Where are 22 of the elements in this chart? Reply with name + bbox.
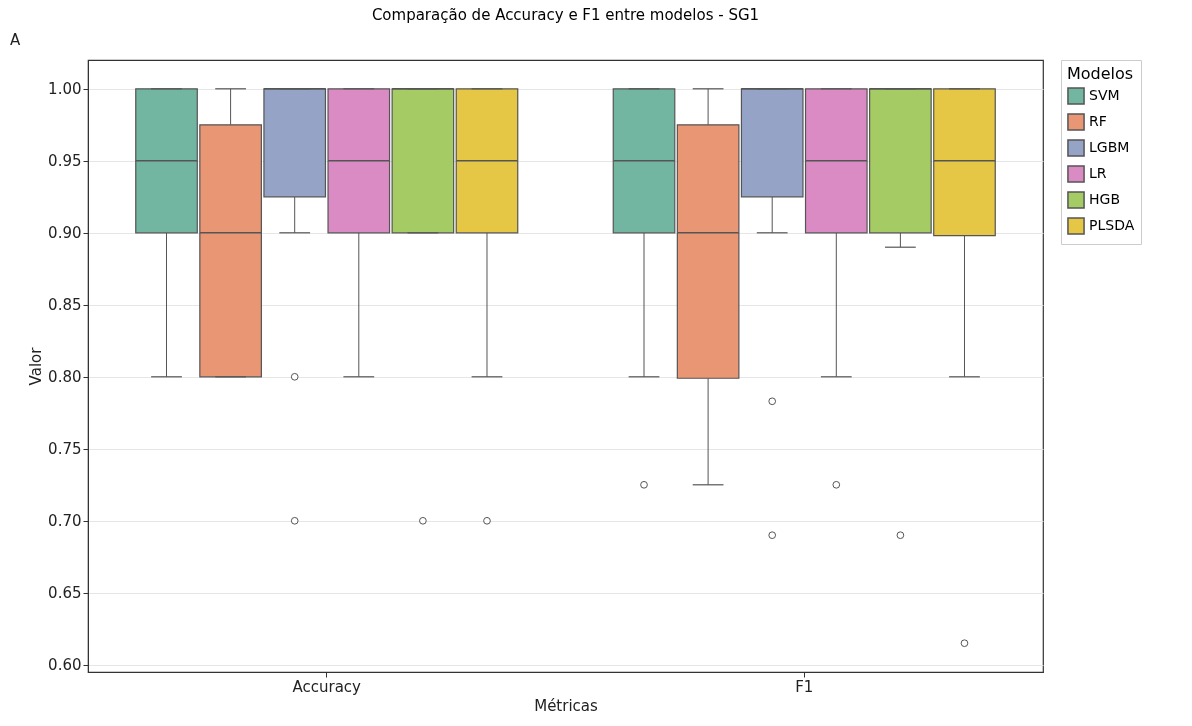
y-tick-label: 0.65 — [48, 584, 82, 603]
y-tick-label: 0.95 — [48, 152, 82, 171]
legend-label: RF — [1089, 113, 1107, 129]
x-tick-label: Accuracy — [292, 677, 362, 696]
y-tick-label: 0.75 — [48, 440, 82, 459]
legend-label: SVM — [1089, 87, 1120, 103]
chart-title: Comparação de Accuracy e F1 entre modelos - SG1 — [371, 6, 760, 24]
legend-title: Modelos — [1067, 64, 1134, 83]
y-tick-label: 0.60 — [48, 656, 82, 675]
y-tick-label: 0.90 — [48, 224, 82, 243]
y-tick-label: 0.80 — [48, 368, 82, 387]
legend-label: PLSDA — [1089, 217, 1135, 233]
x-tick-label: F1 — [795, 677, 814, 696]
y-tick-label: 0.70 — [48, 512, 82, 531]
legend-label: LR — [1089, 165, 1107, 181]
x-axis-title: Métricas — [534, 696, 598, 715]
y-tick-label: 0.85 — [48, 296, 82, 315]
y-axis-title: Valor — [27, 346, 46, 386]
text: A — [10, 31, 21, 49]
y-tick-label: 1.00 — [48, 80, 82, 99]
legend-label: HGB — [1089, 191, 1120, 207]
legend-label: LGBM — [1089, 139, 1130, 155]
